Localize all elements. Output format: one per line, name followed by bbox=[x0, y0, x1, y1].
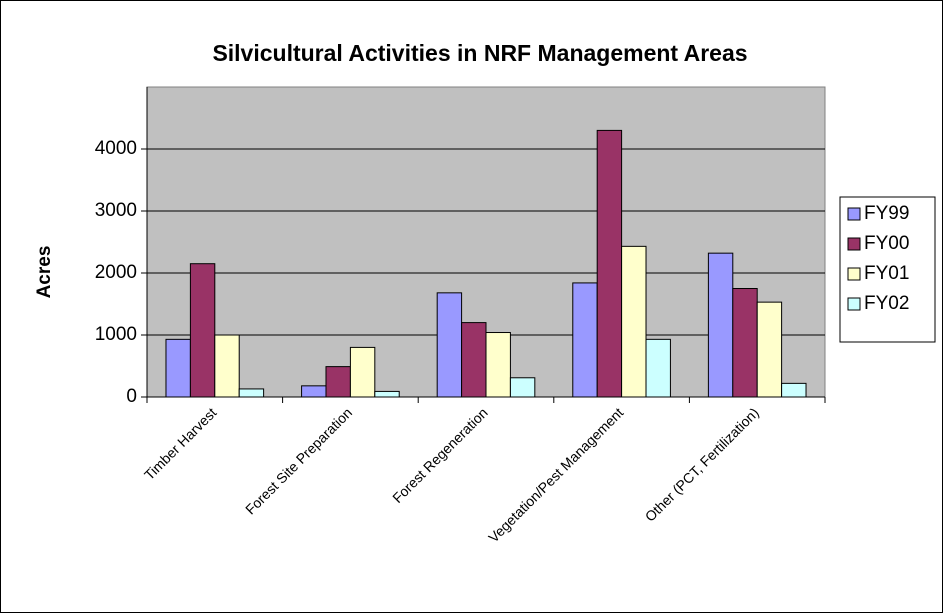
legend-label: FY99 bbox=[864, 203, 909, 224]
y-axis-label: Acres bbox=[34, 246, 55, 299]
y-tick-label: 0 bbox=[126, 386, 137, 407]
bar bbox=[214, 334, 240, 398]
legend-swatch bbox=[847, 237, 861, 251]
bar bbox=[374, 390, 400, 398]
bar bbox=[301, 385, 327, 398]
bar bbox=[485, 332, 511, 398]
bar bbox=[781, 382, 807, 398]
bar bbox=[238, 388, 265, 398]
bar bbox=[732, 288, 758, 398]
bar bbox=[189, 263, 216, 398]
legend-label: FY01 bbox=[864, 263, 909, 284]
bar bbox=[325, 366, 351, 398]
legend-swatch bbox=[847, 297, 861, 311]
bar bbox=[596, 129, 623, 398]
bar bbox=[756, 301, 783, 398]
bar bbox=[621, 245, 647, 398]
bar bbox=[461, 322, 487, 398]
bar bbox=[509, 377, 536, 398]
y-tick-label: 3000 bbox=[95, 200, 137, 221]
chart-title: Silvicultural Activities in NRF Manageme… bbox=[212, 40, 747, 66]
legend-label: FY02 bbox=[864, 293, 909, 314]
legend-label: FY00 bbox=[864, 233, 909, 254]
bar bbox=[349, 346, 376, 398]
y-tick-label: 2000 bbox=[95, 262, 137, 283]
bar bbox=[572, 282, 598, 398]
bar bbox=[436, 292, 463, 398]
y-tick-label: 1000 bbox=[95, 324, 137, 345]
bar bbox=[645, 338, 671, 398]
legend-swatch bbox=[847, 267, 861, 281]
bar bbox=[165, 338, 191, 398]
legend-swatch bbox=[847, 207, 861, 221]
y-tick-label: 4000 bbox=[95, 138, 137, 159]
bar bbox=[707, 252, 734, 398]
